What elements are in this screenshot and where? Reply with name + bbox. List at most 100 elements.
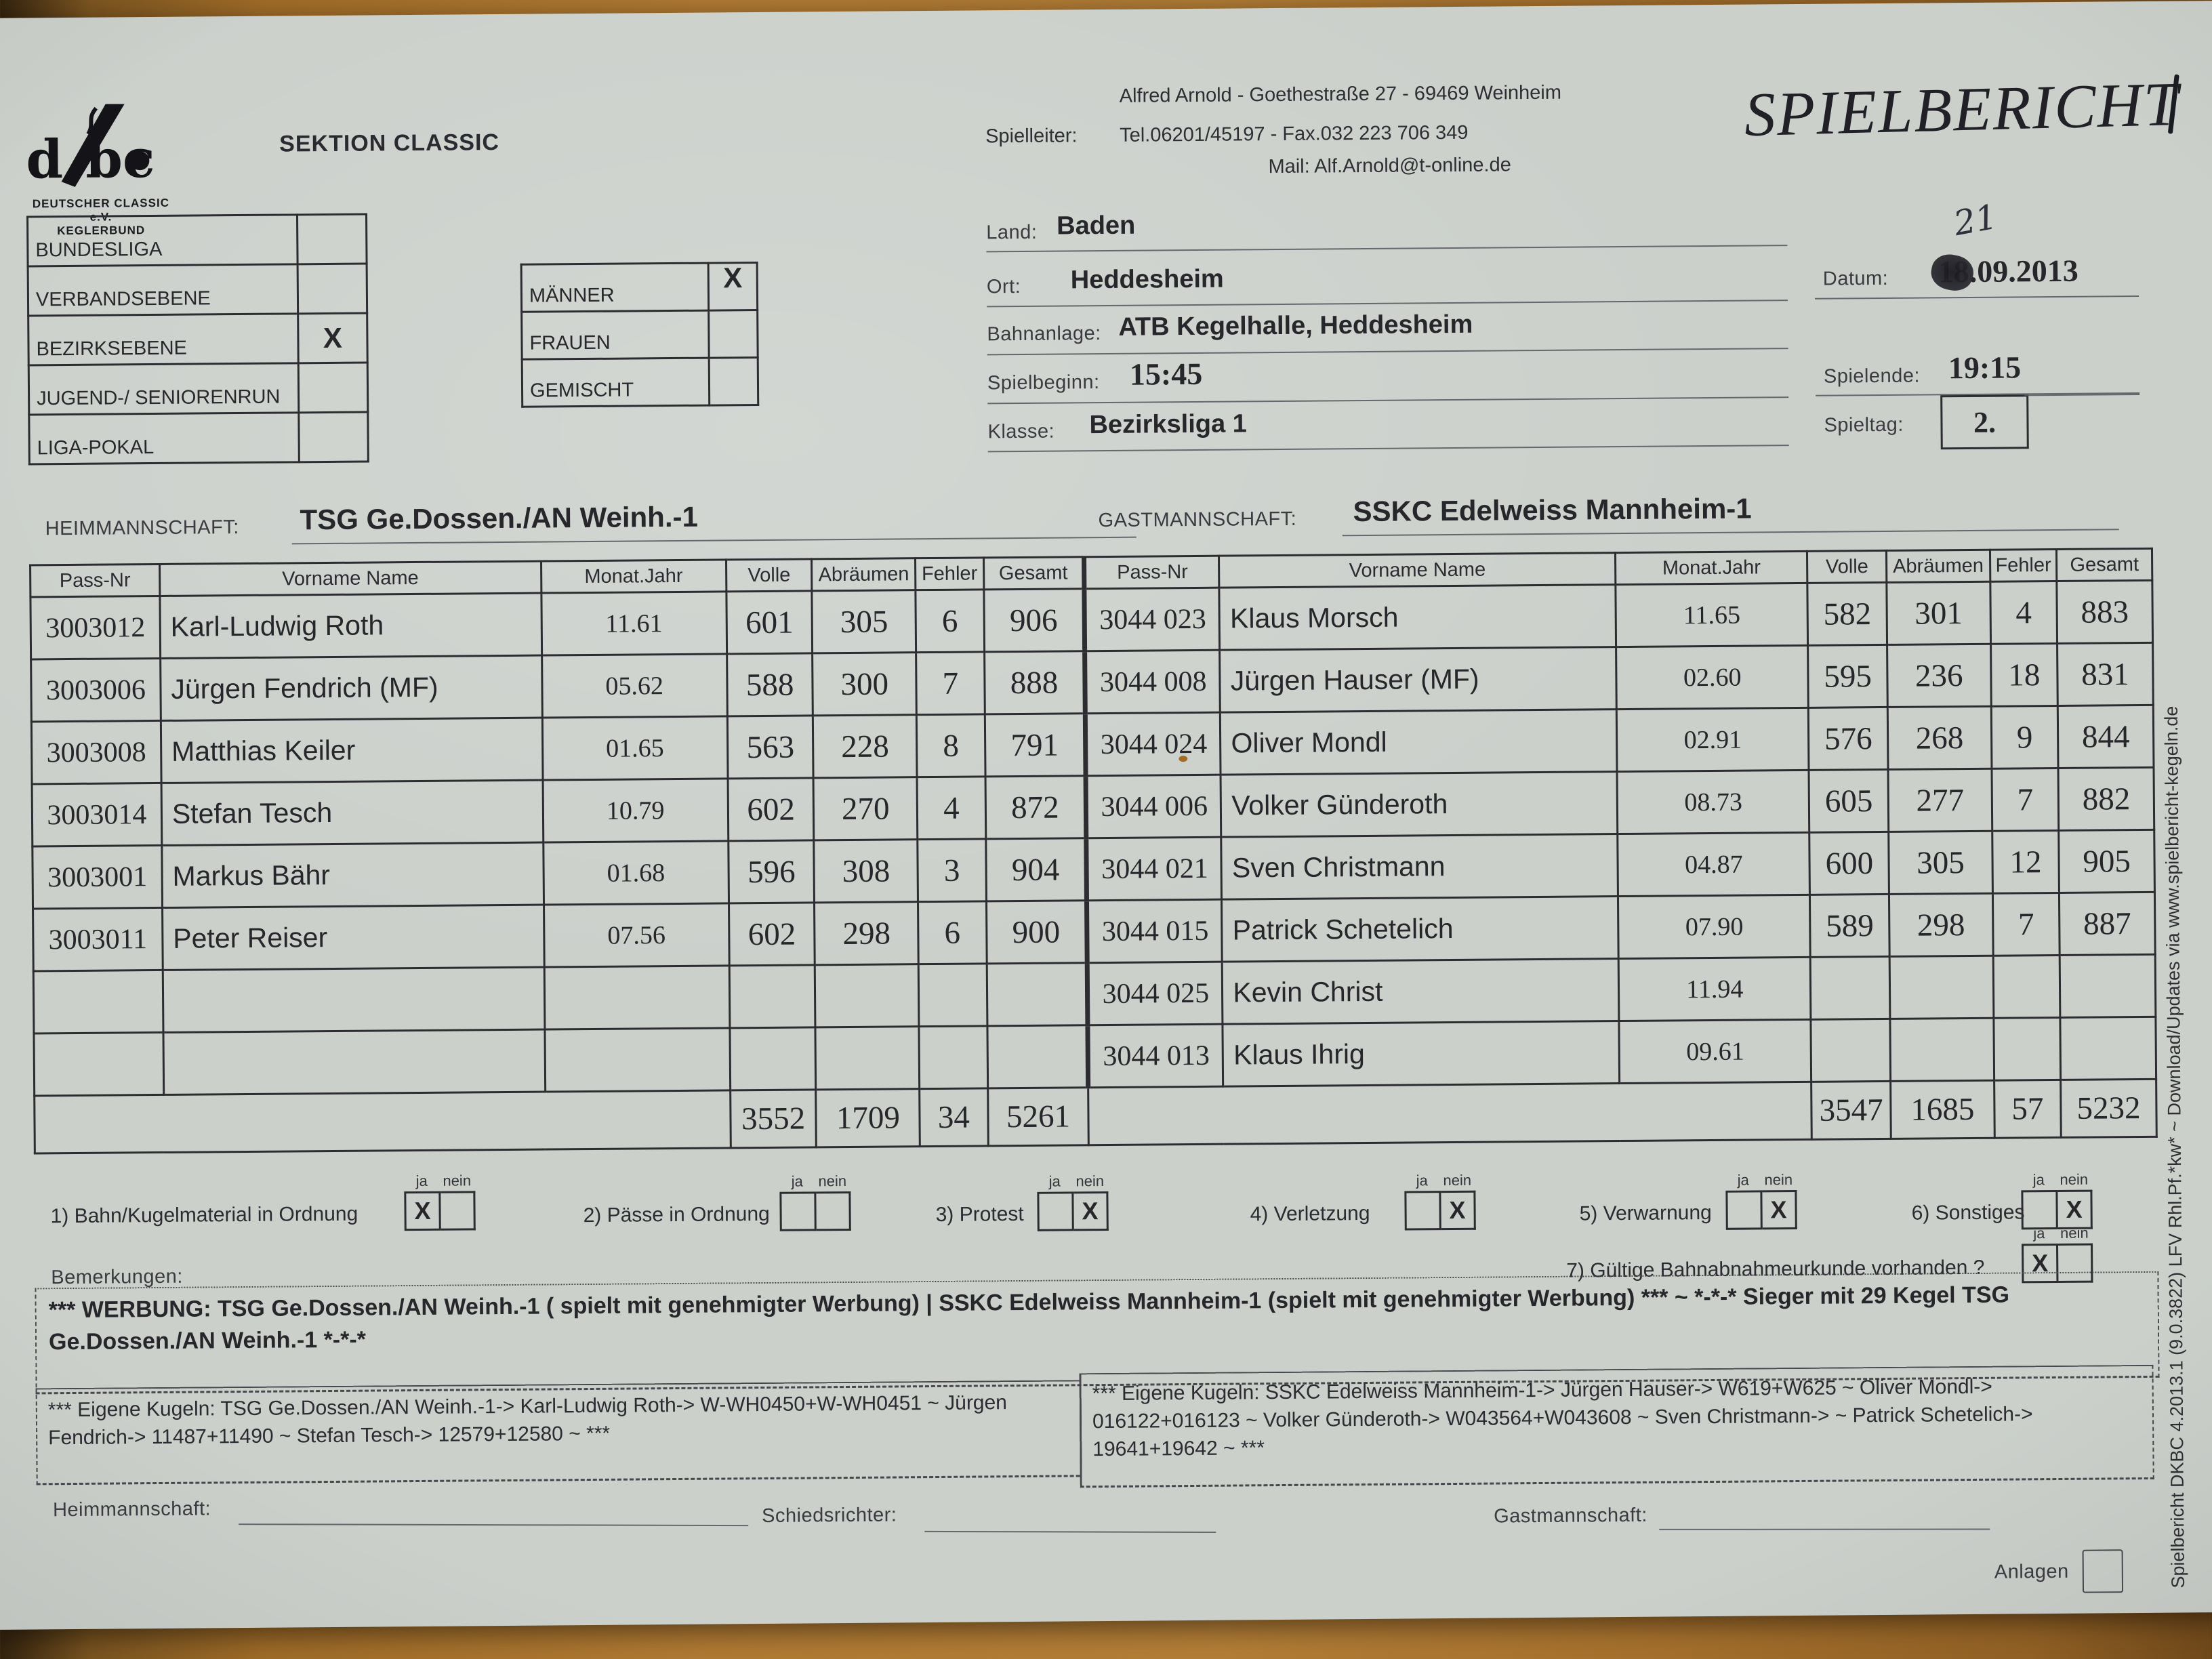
- home-abr-cell: 300: [813, 652, 917, 716]
- guest-abr-cell: 268: [1887, 706, 1992, 770]
- guest-monat-cell: 02.60: [1616, 645, 1809, 710]
- home-abr-cell: 298: [814, 901, 919, 965]
- home-monat-cell: 07.56: [544, 903, 730, 968]
- q2-nein-checkbox[interactable]: [816, 1191, 851, 1231]
- guest-abr-cell: 301: [1886, 581, 1991, 645]
- guest-pass-cell: 3044 013: [1088, 1024, 1223, 1088]
- q3-nein-checkbox[interactable]: X: [1073, 1191, 1109, 1231]
- q2-ja-checkbox[interactable]: [779, 1191, 817, 1231]
- ja-label: ja: [1737, 1171, 1749, 1189]
- land-field-line[interactable]: [986, 245, 1788, 253]
- table-row: BUNDESLIGA: [27, 214, 367, 266]
- q6-ja-checkbox[interactable]: [2021, 1189, 2058, 1230]
- home-fehler-cell: 3: [917, 838, 987, 902]
- home-volle-cell: 588: [726, 653, 813, 716]
- league-level-table: BUNDESLIGA VERBANDSEBENE BEZIRKSEBENE X …: [26, 213, 369, 466]
- guest-volle-cell: [1810, 956, 1890, 1020]
- nein-label: nein: [1443, 1171, 1472, 1189]
- klasse-value: Bezirksliga 1: [1089, 409, 1247, 440]
- spielbeginn-field-line[interactable]: [987, 396, 1789, 405]
- eigene-kugeln-guest-box: *** Eigene Kugeln: SSKC Edelweiss Mannhe…: [1079, 1364, 2154, 1488]
- guest-pass-cell: 3044 024: [1085, 712, 1221, 776]
- league-checkbox-liga-pokal[interactable]: [298, 412, 369, 462]
- klasse-field-line[interactable]: [987, 445, 1789, 453]
- home-abr-cell: 308: [814, 839, 918, 903]
- q1-nein-checkbox[interactable]: [441, 1191, 476, 1231]
- home-name-cell: Jürgen Fendrich (MF): [160, 655, 542, 721]
- guest-monat-cell: 08.73: [1617, 770, 1810, 834]
- anlagen-label: Anlagen: [1994, 1560, 2069, 1583]
- ja-label: ja: [791, 1172, 803, 1190]
- guest-signature-line[interactable]: [1659, 1528, 1990, 1530]
- league-checkbox-bezirksebene[interactable]: X: [298, 313, 368, 363]
- table-row: MÄNNER X: [521, 262, 758, 312]
- guest-fehler-cell: 7: [1992, 893, 2060, 956]
- page-title: SPIELBERICHT: [1743, 68, 2181, 150]
- home-volle-cell: 602: [727, 777, 815, 841]
- league-checkbox-verbandsebene[interactable]: [298, 264, 367, 314]
- home-volle-cell: 602: [729, 902, 815, 966]
- nein-label: nein: [2060, 1170, 2089, 1188]
- question-6: 6) Sonstiges: [1911, 1201, 2025, 1225]
- guest-team-line[interactable]: [1342, 529, 2119, 537]
- home-pass-cell: 3003014: [32, 783, 162, 846]
- bemerkungen-label: Bemerkungen:: [51, 1265, 184, 1289]
- home-volle-cell: 596: [728, 840, 815, 903]
- gender-checkbox-gemischt[interactable]: [709, 357, 758, 406]
- ort-field-line[interactable]: [987, 300, 1788, 308]
- guest-name-cell: Volker Günderoth: [1221, 771, 1618, 838]
- league-checkbox-jugend-senioren[interactable]: [298, 363, 368, 413]
- bahnanlage-field-line[interactable]: [987, 348, 1788, 356]
- nein-label: nein: [818, 1172, 847, 1190]
- question-1: 1) Bahn/Kugelmaterial in Ordnung: [50, 1202, 359, 1228]
- q6-nein-checkbox[interactable]: X: [2057, 1189, 2093, 1229]
- home-name-cell: Peter Reiser: [162, 905, 544, 970]
- anlagen-checkbox[interactable]: [2082, 1549, 2124, 1593]
- home-fehler-cell: [918, 963, 987, 1027]
- referee-label: Schiedsrichter:: [761, 1504, 897, 1528]
- q4-nein-checkbox[interactable]: X: [1441, 1190, 1476, 1231]
- ja-label: ja: [415, 1172, 428, 1190]
- league-checkbox-bundesliga[interactable]: [297, 214, 367, 264]
- guest-abr-cell: [1889, 956, 1994, 1019]
- q1-ja-checkbox[interactable]: X: [404, 1191, 441, 1231]
- referee-line[interactable]: [924, 1530, 1216, 1534]
- datum-field-line[interactable]: [1815, 295, 2139, 300]
- home-signature-line[interactable]: [239, 1523, 749, 1527]
- home-team-line[interactable]: [291, 536, 1136, 545]
- home-monat-cell: 01.65: [541, 716, 728, 781]
- home-total-volle: 3552: [730, 1089, 817, 1148]
- guest-gesamt-cell: 844: [2057, 705, 2154, 769]
- spieltag-label: Spieltag:: [1824, 413, 1904, 436]
- spielleiter-label: Spielleiter:: [985, 125, 1078, 148]
- table-row: BEZIRKSEBENE X: [28, 313, 368, 365]
- home-monat-cell: [544, 1027, 731, 1092]
- guest-name-cell: Patrick Schetelich: [1221, 896, 1619, 962]
- question-3-checkboxes: ja nein X: [1037, 1172, 1112, 1231]
- guest-volle-cell: [1811, 1019, 1891, 1082]
- home-monat-cell: 11.61: [541, 591, 727, 656]
- question-5: 5) Verwarnung: [1579, 1201, 1712, 1225]
- dkbc-logo-mark: d bc: [26, 104, 155, 190]
- gender-checkbox-frauen[interactable]: [708, 310, 758, 359]
- guest-header-pass: Pass-Nr: [1084, 556, 1220, 589]
- q4-ja-checkbox[interactable]: [1404, 1191, 1441, 1231]
- guest-name-cell: Klaus Ihrig: [1223, 1021, 1620, 1087]
- home-team-label: HEIMMANNSCHAFT:: [45, 516, 239, 540]
- guest-header-monat: Monat.Jahr: [1615, 551, 1808, 585]
- gender-checkbox-maenner[interactable]: X: [708, 262, 758, 311]
- datum-rest: .09.2013: [1969, 253, 2078, 289]
- home-gesamt-cell: 900: [986, 900, 1088, 964]
- home-signature-label: Heimmannschaft:: [52, 1498, 211, 1521]
- klasse-label: Klasse:: [987, 420, 1055, 443]
- q3-ja-checkbox[interactable]: [1037, 1191, 1074, 1231]
- guest-abr-cell: [1889, 1018, 1994, 1082]
- ort-value: Heddesheim: [1070, 264, 1224, 295]
- q5-nein-checkbox[interactable]: X: [1762, 1190, 1797, 1230]
- home-volle-cell: 601: [726, 590, 813, 654]
- q5-ja-checkbox[interactable]: [1725, 1190, 1763, 1230]
- home-pass-cell: 3003001: [32, 845, 163, 909]
- question-4: 4) Verletzung: [1250, 1202, 1370, 1226]
- guest-name-cell: Sven Christmann: [1221, 834, 1618, 900]
- bahnanlage-value: ATB Kegelhalle, Heddesheim: [1118, 310, 1473, 342]
